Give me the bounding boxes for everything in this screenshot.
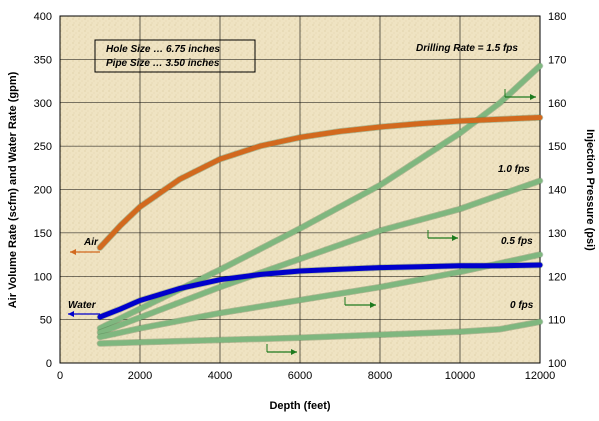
y-right-tick-label: 170 bbox=[548, 54, 566, 66]
y-left-tick-label: 300 bbox=[34, 98, 52, 110]
y-right-tick-label: 100 bbox=[548, 358, 566, 370]
y-left-tick-label: 0 bbox=[46, 358, 52, 370]
y-left-tick-label: 250 bbox=[34, 141, 52, 153]
series-line bbox=[97, 63, 543, 331]
x-tick-label: 4000 bbox=[208, 370, 232, 382]
y-axis-right-title: Injection Pressure (psi) bbox=[584, 129, 596, 251]
x-tick-label: 10000 bbox=[445, 370, 476, 382]
y-right-tick-label: 110 bbox=[548, 315, 566, 327]
series-annotation: Water bbox=[68, 300, 97, 311]
series-line bbox=[97, 115, 543, 251]
annotation-arrow bbox=[70, 249, 100, 255]
y-left-tick-label: 350 bbox=[34, 54, 52, 66]
y-left-tick-label: 150 bbox=[34, 228, 52, 240]
y-left-tick-label: 100 bbox=[34, 271, 52, 283]
annotation-arrow bbox=[504, 89, 536, 100]
y-right-tick-label: 180 bbox=[548, 11, 566, 23]
series-layer bbox=[96, 62, 544, 347]
info-box: Hole Size … 6.75 inches Pipe Size … 3.50… bbox=[94, 39, 256, 73]
series-line bbox=[97, 319, 543, 346]
info-box-line2: Pipe Size … 3.50 inches bbox=[106, 58, 220, 69]
annotation-arrow bbox=[344, 297, 376, 308]
y-axis-left-title: Air Volume Rate (scfm) and Water Rate (g… bbox=[7, 71, 19, 308]
y-left-tick-label: 400 bbox=[34, 11, 52, 23]
series-line bbox=[97, 178, 543, 336]
x-tick-label: 0 bbox=[57, 370, 63, 382]
annotation-arrow bbox=[266, 344, 297, 355]
y-left-tick-label: 200 bbox=[34, 185, 52, 197]
y-right-tick-label: 130 bbox=[548, 228, 566, 240]
annotation-arrow bbox=[427, 230, 458, 241]
y-right-tick-label: 150 bbox=[548, 141, 566, 153]
x-tick-label: 6000 bbox=[288, 370, 312, 382]
annotation-arrow bbox=[68, 311, 100, 317]
annotation-layer: Air Water Drilling Rate = 1.5 fps 1.0 fps 0.… bbox=[68, 43, 536, 355]
series-annotation: Drilling Rate = 1.5 fps bbox=[416, 43, 518, 54]
info-box-frame bbox=[94, 39, 256, 73]
x-axis-title: Depth (feet) bbox=[269, 400, 330, 412]
y-right-tick-label: 120 bbox=[548, 271, 566, 283]
series-line bbox=[97, 252, 543, 340]
y-left-tick-label: 50 bbox=[40, 315, 52, 327]
y-right-tick-label: 140 bbox=[548, 185, 566, 197]
info-box-line1: Hole Size … 6.75 inches bbox=[106, 44, 220, 55]
grid bbox=[60, 16, 540, 363]
axes: 0 2000 4000 6000 8000 10000 12000 0 50 100 150 200 2… bbox=[34, 11, 567, 382]
series-annotation: 1.0 fps bbox=[498, 164, 530, 175]
x-tick-label: 8000 bbox=[368, 370, 392, 382]
series-annotation: 0 fps bbox=[510, 300, 534, 311]
series-annotation: 0.5 fps bbox=[501, 236, 533, 247]
x-tick-label: 2000 bbox=[128, 370, 152, 382]
y-right-tick-label: 160 bbox=[548, 98, 566, 110]
series-annotation: Air bbox=[83, 237, 99, 248]
series-line bbox=[97, 262, 543, 320]
x-tick-label: 12000 bbox=[525, 370, 556, 382]
